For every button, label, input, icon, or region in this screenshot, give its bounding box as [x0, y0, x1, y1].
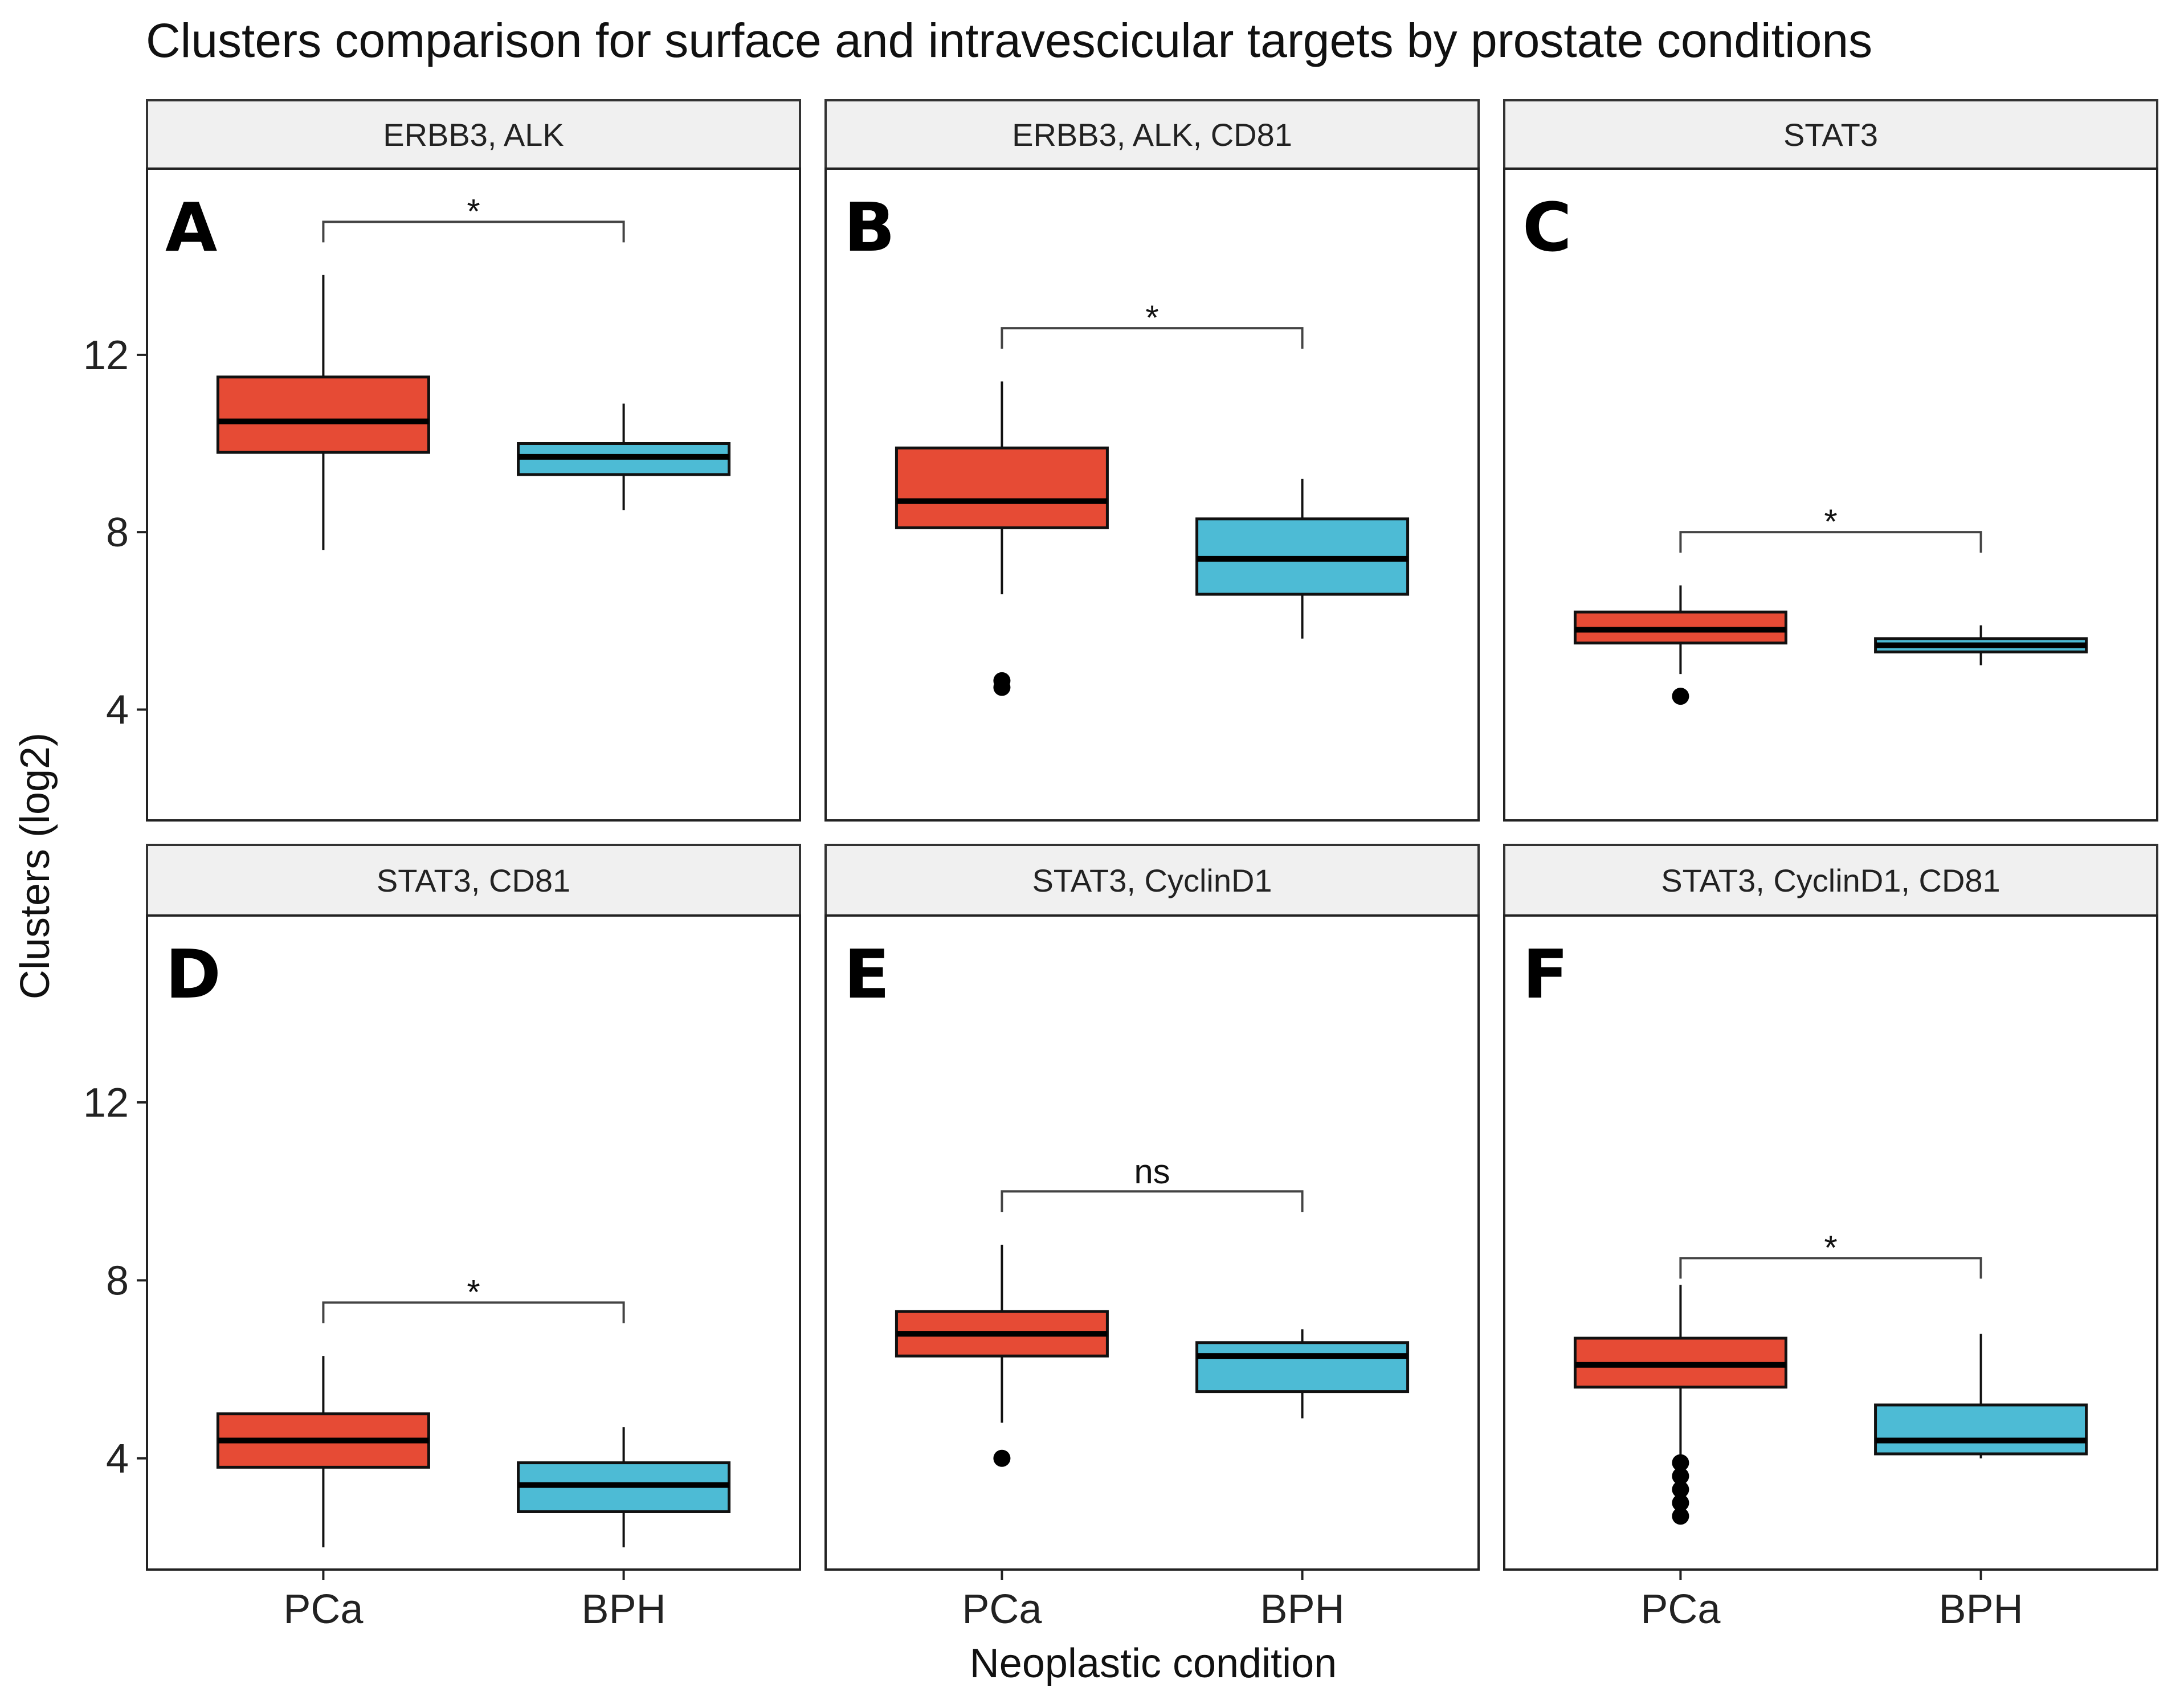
panel-letter: D: [165, 935, 221, 1014]
box-pca: [895, 381, 1109, 696]
y-tick-label: 4: [106, 1436, 129, 1482]
panel-letter: F: [1522, 935, 1569, 1014]
box-bph: [517, 1427, 731, 1547]
y-axis-title: Clusters (log2): [13, 733, 58, 999]
strip-background: [824, 99, 1480, 170]
x-tick-label: BPH: [1939, 1587, 2023, 1632]
outlier-point: [1672, 1507, 1689, 1525]
significance-bracket: [322, 1301, 625, 1323]
x-axis-title: Neoplastic condition: [970, 1641, 1337, 1686]
strip-label: STAT3, CyclinD1: [1032, 863, 1272, 898]
panel-letter: B: [844, 188, 895, 267]
box-bph: [1195, 479, 1410, 639]
x-tick-label: PCa: [962, 1587, 1042, 1632]
outlier-point: [1672, 1481, 1689, 1498]
x-tick-label: BPH: [582, 1587, 666, 1632]
panel-d: STAT3, CD81 D 4 8 12 PCa BPH *: [83, 844, 801, 1632]
panel-f: STAT3, CyclinD1, CD81 F PCa BPH *: [1503, 844, 2158, 1632]
panel-letter: C: [1522, 188, 1572, 267]
significance-label: *: [1824, 1228, 1837, 1266]
significance-bracket: [1679, 1257, 1982, 1279]
box-body: [1874, 1403, 2088, 1456]
box-pca: [216, 1356, 430, 1547]
strip-label: STAT3, CD81: [377, 863, 570, 898]
box-bph: [1874, 1334, 2088, 1458]
strip-background: [1503, 844, 2158, 917]
box-pca: [216, 275, 430, 550]
significance-label: *: [467, 1273, 480, 1311]
significance-label: *: [1824, 502, 1837, 541]
x-tick-label: PCa: [283, 1587, 364, 1632]
outlier-point: [1672, 1468, 1689, 1485]
y-tick-label: 12: [83, 333, 129, 378]
panel-frame: [1503, 914, 2158, 1571]
y-tick-label: 4: [106, 687, 129, 733]
strip-background: [1503, 99, 2158, 170]
chart-title: Clusters comparison for surface and intr…: [146, 14, 1872, 67]
box-body: [216, 375, 430, 454]
strip-label: STAT3, CyclinD1, CD81: [1661, 863, 2000, 898]
panel-frame: [824, 914, 1480, 1571]
significance-bracket: [1001, 1190, 1304, 1212]
outlier-point: [1672, 1454, 1689, 1472]
panel-frame: [1503, 167, 2158, 822]
panel-a: ERBB3, ALK A 4 8 12 *: [83, 99, 801, 822]
strip-label: ERBB3, ALK: [383, 117, 564, 153]
y-tick-label: 8: [106, 510, 129, 555]
panel-b: ERBB3, ALK, CD81 B *: [824, 99, 1480, 822]
box-pca: [1573, 585, 1787, 705]
box-pca: [1573, 1285, 1787, 1525]
panel-c: STAT3 C *: [1503, 99, 2158, 822]
strip-background: [146, 844, 801, 917]
x-tick-label: BPH: [1260, 1587, 1345, 1632]
outlier-point: [1672, 688, 1689, 705]
outlier-point: [1672, 1494, 1689, 1511]
x-tick-label: PCa: [1640, 1587, 1721, 1632]
panel-e: STAT3, CyclinD1 E PCa BPH ns: [824, 844, 1480, 1632]
strip-label: STAT3: [1783, 117, 1878, 153]
significance-bracket: [1679, 531, 1982, 553]
panel-letter: E: [844, 935, 890, 1014]
significance-label: *: [467, 192, 480, 230]
outlier-point: [993, 1449, 1011, 1467]
box-body: [895, 446, 1109, 529]
strip-background: [146, 99, 801, 170]
significance-bracket: [1001, 327, 1304, 349]
significance-bracket: [322, 220, 625, 243]
panel-frame: [146, 167, 801, 822]
box-bph: [1195, 1329, 1410, 1419]
box-pca: [895, 1244, 1109, 1467]
box-body: [1195, 1341, 1410, 1394]
panels-layer: ERBB3, ALK A 4 8 12 * ERBB3, ALK, CD81 B * STAT3 C…: [83, 99, 2158, 1632]
significance-label: *: [1145, 299, 1158, 337]
y-tick-label: 12: [83, 1080, 129, 1126]
panel-letter: A: [165, 188, 217, 267]
significance-label: ns: [1134, 1153, 1170, 1191]
box-bph: [1874, 625, 2088, 665]
y-tick-label: 8: [106, 1258, 129, 1304]
outlier-point: [993, 672, 1011, 689]
box-bph: [517, 403, 731, 510]
strip-label: ERBB3, ALK, CD81: [1012, 117, 1292, 153]
